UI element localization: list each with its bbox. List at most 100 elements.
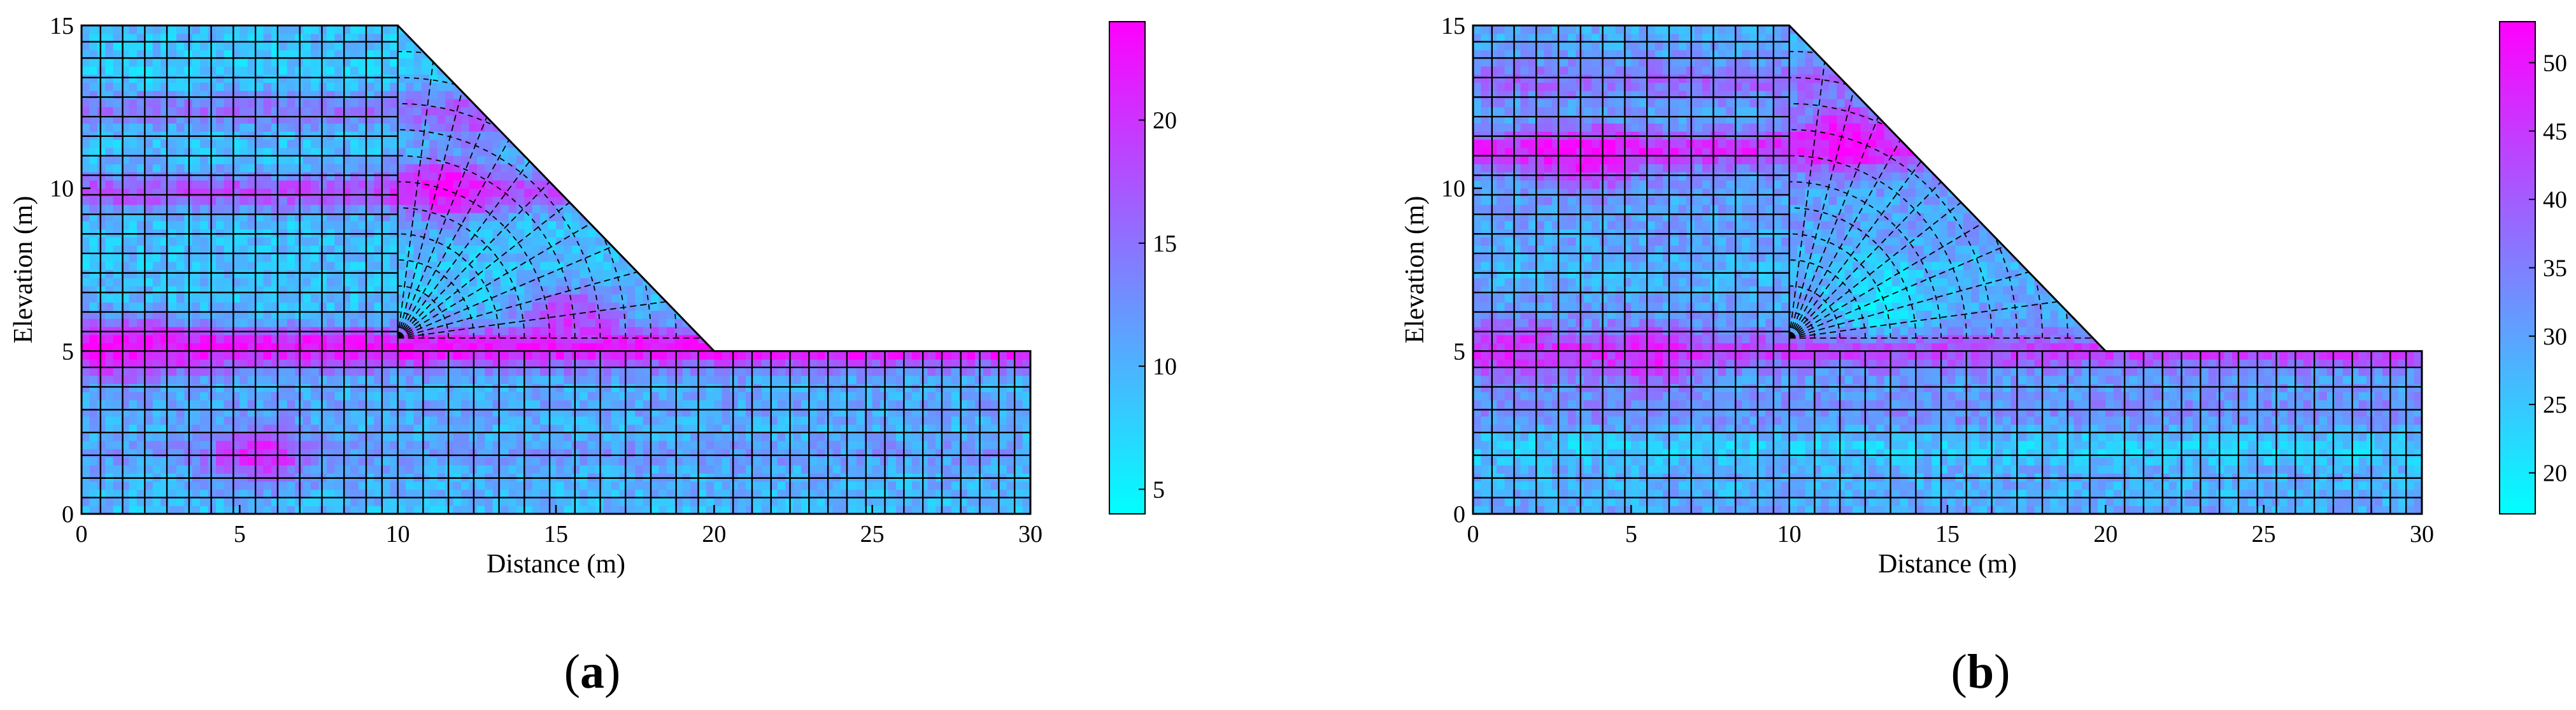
heatmap-cell (168, 253, 177, 262)
heatmap-cell (516, 440, 525, 450)
heatmap-cell (326, 196, 335, 205)
heatmap-cell (208, 164, 217, 173)
heatmap-cell (603, 318, 612, 327)
heatmap-cell (1014, 465, 1023, 474)
heatmap-cell (263, 106, 272, 116)
heatmap-cell (832, 359, 841, 368)
heatmap-cell (832, 489, 841, 499)
heatmap-cell (461, 506, 470, 514)
heatmap-cell (326, 497, 335, 506)
heatmap-cell (113, 497, 122, 506)
heatmap-cell (390, 497, 399, 506)
heatmap-cell (311, 123, 320, 132)
heatmap-cell (192, 180, 201, 189)
heatmap-cell (105, 196, 114, 205)
heatmap-cell (904, 432, 913, 441)
heatmap-cell (279, 343, 288, 351)
heatmap-cell (263, 196, 272, 205)
heatmap-cell (524, 489, 533, 499)
heatmap-cell (216, 147, 225, 157)
heatmap-cell (224, 294, 232, 303)
heatmap-cell (421, 123, 430, 132)
heatmap-cell (722, 367, 730, 376)
heatmap-cell (97, 196, 106, 205)
heatmap-cell (105, 351, 114, 360)
heatmap-cell (943, 440, 952, 450)
heatmap-cell (651, 489, 660, 499)
heatmap-cell (571, 367, 580, 376)
heatmap-cell (445, 155, 454, 164)
heatmap-cell (943, 506, 952, 514)
heatmap-cell (999, 367, 1007, 376)
heatmap-cell (168, 318, 177, 327)
heatmap-cell (311, 383, 320, 392)
heatmap-cell (476, 334, 485, 344)
heatmap-cell (129, 457, 138, 465)
heatmap-cell (666, 359, 675, 368)
heatmap-cell (176, 180, 185, 189)
heatmap-cell (413, 457, 422, 465)
heatmap-cell (145, 180, 153, 189)
heatmap-cell (540, 188, 549, 197)
heatmap-cell (406, 188, 415, 197)
heatmap-cell (445, 302, 454, 311)
heatmap-cell (911, 359, 920, 368)
heatmap-cell (603, 343, 612, 351)
heatmap-cell (453, 147, 462, 157)
heatmap-cell (413, 50, 422, 59)
heatmap-cell (635, 278, 644, 287)
heatmap-cell (856, 506, 865, 514)
heatmap-cell (397, 106, 406, 116)
heatmap-cell (82, 334, 90, 344)
heatmap-cell (129, 489, 138, 499)
heatmap-cell (318, 220, 327, 230)
heatmap-cell (176, 367, 185, 376)
heatmap-cell (461, 383, 470, 392)
heatmap-cell (730, 489, 739, 499)
heatmap-cell (358, 318, 367, 327)
heatmap-cell (216, 180, 225, 189)
heatmap-cell (437, 147, 446, 157)
heatmap-cell (698, 400, 707, 409)
heatmap-cell (951, 440, 960, 450)
heatmap-cell (381, 180, 390, 189)
heatmap-cell (381, 343, 390, 351)
heatmap-cell (279, 123, 288, 132)
heatmap-cell (97, 383, 106, 392)
heatmap-cell (358, 245, 367, 254)
heatmap-cell (255, 245, 264, 254)
heatmap-cell (247, 359, 256, 368)
heatmap-cell (540, 237, 549, 246)
heatmap-cell (516, 367, 525, 376)
heatmap-cell (89, 58, 98, 67)
heatmap-cell (255, 383, 264, 392)
heatmap-cell (476, 489, 485, 499)
heatmap-cell (89, 261, 98, 271)
heatmap-cell (390, 278, 399, 287)
heatmap-cell (943, 457, 952, 465)
heatmap-cell (145, 123, 153, 132)
heatmap-cell (492, 269, 501, 278)
heatmap-cell (89, 164, 98, 173)
heatmap-cell (366, 253, 375, 262)
heatmap-cell (532, 383, 541, 392)
heatmap-cell (540, 204, 549, 213)
heatmap-cell (224, 50, 232, 59)
heatmap-cell (587, 237, 596, 246)
heatmap-cell (524, 351, 533, 360)
heatmap-cell (832, 375, 841, 385)
heatmap-cell (453, 400, 462, 409)
heatmap-cell (397, 220, 406, 230)
heatmap-cell (816, 359, 825, 368)
heatmap-cell (279, 237, 288, 246)
heatmap-cell (603, 367, 612, 376)
heatmap-cell (658, 481, 667, 490)
heatmap-cell (113, 457, 122, 465)
heatmap-cell (1014, 359, 1023, 368)
heatmap-cell (311, 25, 320, 34)
heatmap-cell (421, 90, 430, 99)
heatmap-cell (350, 457, 359, 465)
heatmap-cell (318, 375, 327, 385)
heatmap-cell (208, 489, 217, 499)
heatmap-cell (453, 497, 462, 506)
